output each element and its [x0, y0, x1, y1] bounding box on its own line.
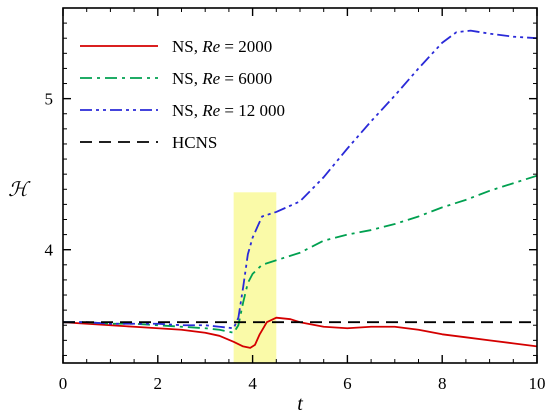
series-line-2 [63, 174, 537, 334]
y-tick-label: 4 [45, 241, 54, 260]
series-line-1 [63, 316, 537, 349]
tick-layer: 0 2 4 6 8 10 4 5 [45, 7, 546, 393]
legend-label-2: NS, Re = 6000 [172, 69, 272, 88]
highlight-band [233, 192, 277, 363]
highlight-layer [233, 192, 277, 363]
legend-label-1: NS, Re = 2000 [172, 37, 272, 56]
x-tick-label: 8 [438, 374, 447, 393]
legend-label-4: HCNS [172, 133, 217, 152]
y-axis-label: ℋ [8, 179, 31, 201]
x-tick-label: 10 [529, 374, 546, 393]
x-tick-label: 2 [154, 374, 163, 393]
legend-label-3: NS, Re = 12 000 [172, 101, 285, 120]
series-layer [63, 29, 537, 349]
series-line-3 [63, 29, 537, 330]
x-tick-label: 4 [248, 374, 257, 393]
x-tick-label: 6 [343, 374, 352, 393]
legend: NS, Re = 2000 NS, Re = 6000 NS, Re = 12 00… [80, 37, 285, 152]
x-tick-label: 0 [59, 374, 68, 393]
y-tick-label: 5 [45, 90, 54, 109]
x-axis-label: t [297, 393, 303, 415]
